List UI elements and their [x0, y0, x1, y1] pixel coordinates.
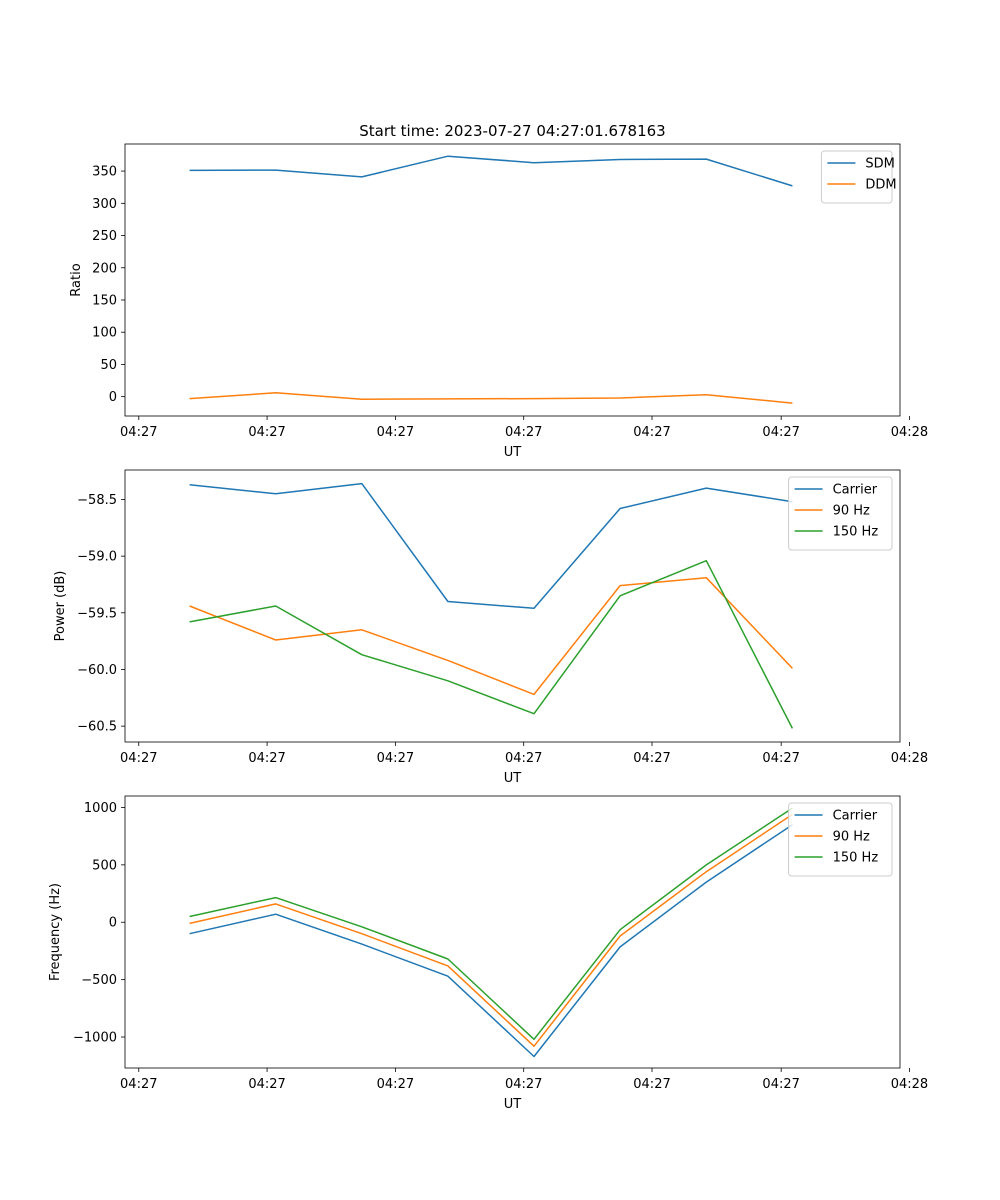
plot-area [189, 482, 794, 729]
series-line-sdm [189, 155, 793, 187]
x-tick-label: 04:27 [377, 1077, 414, 1092]
y-tick-label: 300 [92, 197, 117, 212]
series-line-carrier [189, 824, 793, 1058]
y-tick-label: −59.5 [77, 606, 117, 621]
y-tick-label: 0 [109, 390, 117, 405]
plot-area [189, 807, 793, 1058]
x-tick-label: 04:27 [633, 1077, 670, 1092]
y-tick-label: 250 [92, 229, 117, 244]
y-tick-label: 150 [92, 293, 117, 308]
x-tick-label: 04:27 [762, 1077, 799, 1092]
frequency-panel: 04:27 04:27 04:27 04:27 04:27 04:27 04:28 −1000… [48, 795, 928, 1112]
x-tick-label: 04:27 [762, 751, 799, 766]
plot-area [189, 155, 793, 404]
x-tick-label: 04:27 [120, 1077, 157, 1092]
series-line-ddm [189, 392, 793, 404]
y-tick-label: 0 [109, 916, 117, 931]
y-tick-label: 350 [92, 165, 117, 180]
y-tick-label: −500 [81, 973, 117, 988]
series-line-90-hz [189, 813, 793, 1047]
series-line-carrier [189, 482, 793, 610]
y-tick-label: 1000 [84, 801, 117, 816]
legend-entry: 150 Hz [833, 525, 879, 540]
x-tick-label: 04:27 [377, 751, 414, 766]
legend-entry: 150 Hz [833, 851, 879, 866]
y-tick-label: −60.0 [77, 663, 117, 678]
x-tick-label: 04:27 [248, 425, 285, 440]
y-tick-label: 50 [100, 358, 117, 373]
legend-entry: DDM [865, 178, 896, 193]
series-line-90-hz [189, 576, 793, 696]
ratio-panel: 04:27 04:27 04:27 04:27 04:27 04:27 04:28 0 50 10… [69, 143, 928, 460]
x-tick-label: 04:27 [377, 425, 414, 440]
x-tick-label: 04:27 [120, 751, 157, 766]
y-tick-label: −60.5 [77, 720, 117, 735]
x-axis-label: UT [504, 445, 522, 460]
legend-entry: 90 Hz [833, 830, 870, 845]
legend: Carrier 90 Hz 150 Hz [788, 802, 893, 877]
x-tick-label: 04:27 [633, 751, 670, 766]
figure-title: Start time: 2023-07-27 04:27:01.678163 [359, 122, 665, 140]
y-axis-label: Power (dB) [53, 571, 68, 642]
y-tick-label: 500 [92, 858, 117, 873]
x-axis-label: UT [504, 1097, 522, 1112]
series-line-150-hz [189, 559, 794, 729]
legend: SDM DDM [820, 150, 897, 204]
y-tick-label: 100 [92, 326, 117, 341]
legend: Carrier 90 Hz 150 Hz [788, 476, 893, 551]
x-tick-label: 04:27 [248, 751, 285, 766]
x-tick-label: 04:27 [248, 1077, 285, 1092]
x-tick-label: 04:27 [120, 425, 157, 440]
legend-entry: 90 Hz [833, 504, 870, 519]
y-tick-label: −58.5 [77, 493, 117, 508]
y-axis-label: Frequency (Hz) [48, 883, 63, 981]
axes-frame [124, 469, 901, 743]
axes-frame [124, 143, 901, 417]
x-tick-label: 04:27 [633, 425, 670, 440]
legend-box [820, 150, 893, 204]
y-axis-label: Ratio [69, 263, 84, 296]
legend-entry: Carrier [833, 809, 878, 824]
legend-entry: Carrier [833, 483, 878, 498]
x-axis-label: UT [504, 771, 522, 786]
y-tick-label: −59.0 [77, 550, 117, 565]
axes-frame [124, 795, 901, 1069]
x-tick-label: 04:27 [505, 425, 542, 440]
y-tick-label: 200 [92, 261, 117, 276]
power-panel: 04:27 04:27 04:27 04:27 04:27 04:27 04:28 −60.5… [53, 469, 928, 786]
x-tick-label: 04:28 [891, 425, 928, 440]
legend-entry: SDM [865, 157, 894, 172]
y-tick-label: −1000 [73, 1031, 117, 1046]
x-tick-label: 04:27 [505, 751, 542, 766]
series-line-150-hz [189, 807, 793, 1041]
x-tick-label: 04:28 [891, 1077, 928, 1092]
x-tick-label: 04:27 [505, 1077, 542, 1092]
x-tick-label: 04:27 [762, 425, 799, 440]
x-tick-label: 04:28 [891, 751, 928, 766]
